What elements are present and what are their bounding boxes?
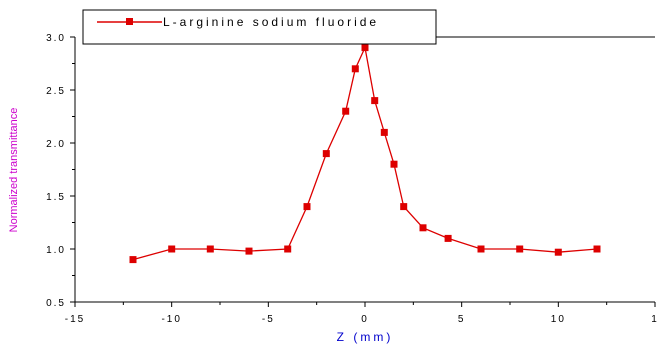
data-point-marker bbox=[477, 245, 485, 253]
data-point-marker bbox=[168, 245, 176, 253]
y-tick-label: 1.0 bbox=[46, 245, 66, 256]
data-point-marker bbox=[342, 107, 350, 115]
data-point-marker bbox=[444, 234, 452, 242]
series-line bbox=[132, 45, 598, 261]
axes bbox=[74, 36, 655, 303]
ticks: -15 -10 -5 0 5 10 1 0.5 1.0 1.5 2.0 2.5 3.0 bbox=[46, 33, 659, 325]
legend-box bbox=[82, 9, 437, 45]
y-tick-label: 0.5 bbox=[46, 298, 66, 309]
data-point-marker bbox=[419, 224, 427, 232]
y-tick-label: 2.5 bbox=[46, 86, 66, 97]
data-point-marker bbox=[284, 245, 292, 253]
x-tick-label: -5 bbox=[262, 314, 275, 325]
y-tick-label: 2.0 bbox=[46, 139, 66, 150]
data-point-marker bbox=[390, 160, 398, 168]
x-tick-label: -15 bbox=[65, 314, 85, 325]
data-point-marker bbox=[206, 245, 214, 253]
data-point-marker bbox=[371, 97, 379, 105]
data-point-marker bbox=[516, 245, 524, 253]
y-axis-title: Normalized transmittance bbox=[8, 108, 20, 233]
data-point-marker bbox=[380, 128, 388, 136]
data-point-marker bbox=[351, 65, 359, 73]
series bbox=[129, 44, 601, 264]
x-tick-label: 5 bbox=[458, 314, 466, 325]
x-tick-label: -10 bbox=[161, 314, 181, 325]
x-tick-label: 0 bbox=[361, 314, 369, 325]
data-point-marker bbox=[129, 256, 137, 264]
data-point-marker bbox=[245, 247, 253, 255]
legend-marker-swatch bbox=[126, 18, 133, 25]
data-point-marker bbox=[322, 150, 330, 158]
data-point-marker bbox=[554, 248, 562, 256]
data-point-marker bbox=[361, 44, 369, 52]
x-tick-label: 10 bbox=[551, 314, 566, 325]
x-axis-title: Z (mm) bbox=[337, 330, 394, 344]
legend-label: L-arginine sodium fluoride bbox=[163, 15, 379, 29]
data-point-marker bbox=[593, 245, 601, 253]
x-tick-label: 1 bbox=[651, 314, 659, 325]
data-point-marker bbox=[400, 203, 408, 211]
legend: L-arginine sodium fluoride bbox=[82, 9, 437, 45]
data-point-marker bbox=[303, 203, 311, 211]
y-tick-label: 3.0 bbox=[46, 33, 66, 44]
y-tick-label: 1.5 bbox=[46, 192, 66, 203]
